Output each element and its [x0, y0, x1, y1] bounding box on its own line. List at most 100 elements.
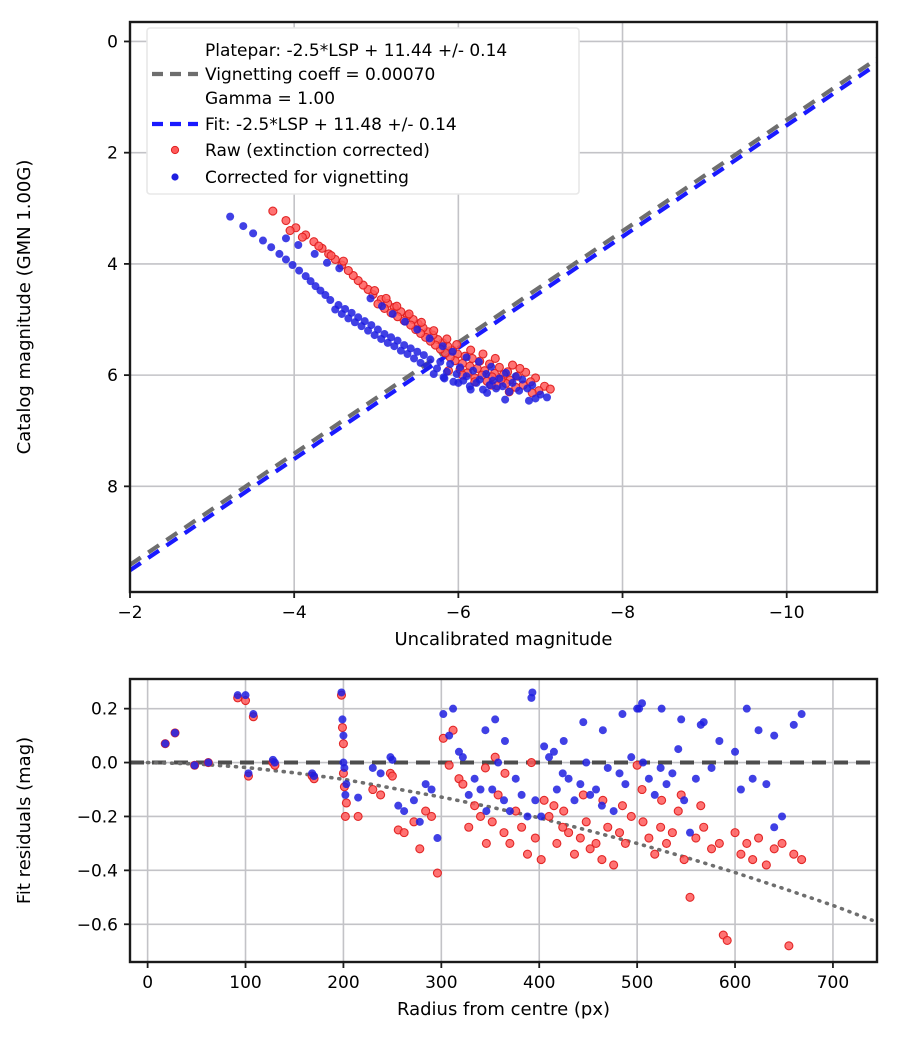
data-point-raw	[591, 838, 601, 848]
data-point-corrected	[454, 378, 463, 387]
data-point-corrected	[413, 347, 422, 356]
data-point-corrected	[524, 396, 533, 405]
data-point-corrected	[339, 731, 348, 740]
data-point-corrected	[498, 382, 507, 391]
data-point-corrected	[500, 736, 509, 745]
y-tick-label: −0.4	[77, 861, 118, 881]
data-point-corrected	[770, 731, 779, 740]
data-point-corrected	[511, 774, 520, 783]
data-point-raw	[507, 360, 518, 370]
data-point-corrected	[311, 282, 320, 291]
lower-frame: 0 100 200 300 400 500 600 700 0.2 0.0 −0.2 −0.4 −0.6	[77, 677, 879, 993]
data-point-raw	[706, 844, 717, 854]
data-point-corrected	[446, 360, 455, 368]
data-point-corrected	[338, 715, 347, 724]
data-point-corrected	[458, 753, 467, 762]
data-point-corrected	[354, 793, 363, 802]
data-point-corrected	[483, 388, 492, 397]
legend-swatch-corrected-marker	[171, 173, 179, 181]
data-point-corrected	[674, 745, 683, 754]
data-point-corrected	[576, 780, 585, 789]
data-point-raw	[603, 822, 613, 832]
data-point-corrected	[570, 796, 579, 805]
x-tick-label: 400	[523, 973, 555, 993]
data-point-corrected	[515, 386, 524, 395]
data-point-corrected	[638, 699, 647, 708]
data-point-corrected	[281, 234, 290, 243]
data-point-corrected	[464, 790, 473, 799]
data-point-raw	[699, 822, 709, 832]
data-point-raw	[522, 849, 533, 859]
data-point-raw	[753, 833, 764, 843]
data-point-raw	[530, 833, 540, 843]
data-point-corrected	[419, 351, 428, 360]
data-point-raw	[475, 811, 486, 822]
legend-entry: Platepar: -2.5*LSP + 11.44 +/- 0.14	[205, 41, 507, 61]
data-point-corrected	[482, 807, 491, 816]
data-point-corrected	[537, 812, 546, 821]
data-point-raw	[515, 363, 525, 373]
data-point-corrected	[656, 763, 665, 772]
data-point-raw	[432, 868, 442, 878]
data-point-raw	[722, 935, 732, 945]
data-point-corrected	[528, 688, 537, 697]
data-point-corrected	[789, 720, 798, 729]
data-point-raw	[415, 844, 425, 854]
lower-xaxis-label: Radius from centre (px)	[397, 999, 610, 1020]
data-point-corrected	[366, 294, 375, 303]
data-point-corrected	[491, 715, 500, 724]
data-point-raw	[387, 771, 397, 781]
x-tick-label: 500	[621, 973, 653, 993]
data-point-corrected	[552, 785, 561, 794]
data-point-corrected	[340, 763, 349, 772]
data-point-corrected	[341, 790, 350, 799]
data-point-corrected	[344, 314, 353, 323]
data-point-raw	[552, 838, 562, 848]
data-point-corrected	[474, 357, 483, 366]
data-point-raw	[466, 345, 476, 355]
data-point-corrected	[436, 357, 445, 366]
data-point-corrected	[239, 222, 248, 231]
y-tick-label: −0.6	[77, 915, 118, 935]
data-point-corrected	[233, 691, 242, 700]
data-point-raw	[340, 811, 350, 822]
data-point-raw	[338, 256, 348, 266]
data-point-raw	[797, 855, 807, 865]
data-point-corrected	[618, 710, 627, 719]
data-point-corrected	[267, 243, 276, 252]
x-tick-label: −6	[446, 603, 471, 623]
data-point-corrected	[258, 236, 267, 245]
data-point-corrected	[350, 318, 359, 327]
data-point-corrected	[409, 796, 418, 805]
data-point-corrected	[517, 790, 526, 799]
data-point-corrected	[762, 780, 771, 789]
data-point-corrected	[342, 780, 351, 789]
data-point-corrected	[415, 817, 424, 826]
data-point-corrected	[462, 353, 471, 362]
data-point-raw	[748, 855, 758, 865]
data-point-corrected	[423, 362, 432, 371]
x-tick-label: 300	[425, 973, 457, 993]
data-point-raw	[493, 790, 503, 800]
data-point-corrected	[426, 355, 435, 364]
data-point-corrected	[627, 753, 636, 762]
data-point-raw	[644, 833, 654, 843]
data-point-raw	[392, 301, 402, 311]
data-point-raw	[500, 768, 510, 778]
data-point-corrected	[492, 384, 501, 393]
data-point-corrected	[410, 354, 419, 363]
legend-entry: Raw (extinction corrected)	[170, 141, 430, 161]
data-point-corrected	[494, 758, 503, 767]
data-point-raw	[691, 833, 701, 843]
data-point-raw	[444, 760, 454, 770]
data-point-corrected	[281, 255, 290, 264]
data-point-corrected	[331, 305, 340, 314]
data-point-raw	[558, 822, 568, 832]
data-point-corrected	[518, 375, 527, 384]
data-point-corrected	[639, 758, 648, 767]
data-point-corrected	[511, 372, 520, 381]
data-point-corrected	[472, 378, 481, 387]
y-tick-label: 6	[107, 366, 118, 386]
y-tick-label: 4	[107, 255, 118, 275]
